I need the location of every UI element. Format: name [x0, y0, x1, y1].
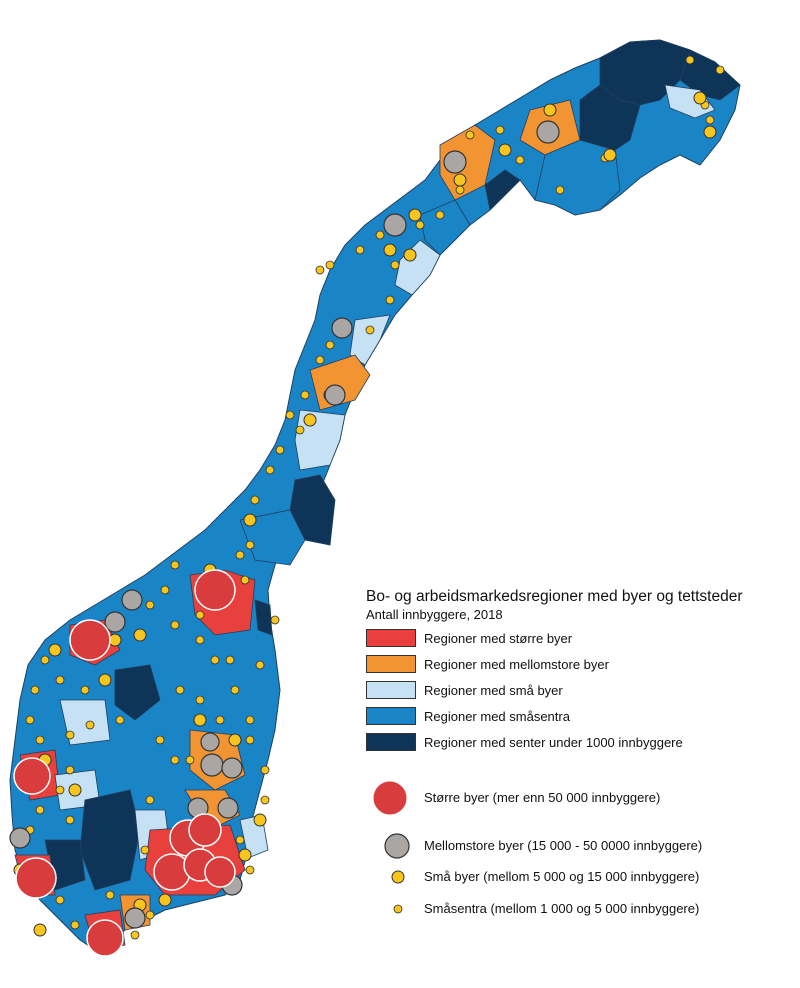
- medium-city-dots: [9, 120, 560, 929]
- legend-row-tiny-regions: Regioner med senter under 1000 innbygger…: [366, 732, 683, 752]
- legend-small-center-icon: [393, 904, 403, 914]
- legend-swatch: [366, 655, 416, 673]
- legend-small-city-label: Små byer (mellom 5 000 og 15 000 innbygg…: [424, 869, 700, 884]
- legend-swatch: [366, 733, 416, 751]
- legend-small-city-icon: [391, 870, 405, 884]
- legend-title: Bo- og arbeidsmarkedsregioner med byer o…: [366, 588, 743, 605]
- legend-swatch: [366, 707, 416, 725]
- legend-subtitle: Antall innbyggere, 2018: [366, 607, 503, 622]
- legend-large-city-label: Større byer (mer enn 50 000 innbyggere): [424, 790, 661, 805]
- legend-medium-city-icon: [384, 833, 410, 859]
- legend-swatch: [366, 681, 416, 699]
- small-center-dots: [25, 55, 725, 940]
- legend-large-city-icon: [373, 781, 407, 815]
- legend-label: Regioner med småsentra: [424, 708, 570, 724]
- legend-label: Regioner med senter under 1000 innbygger…: [424, 734, 683, 750]
- legend-swatch: [366, 629, 416, 647]
- legend-row-small-regions: Regioner med små byer: [366, 680, 563, 700]
- legend-label: Regioner med små byer: [424, 682, 563, 698]
- norway-outline: [9, 39, 741, 951]
- legend-row-smallcenter-regions: Regioner med småsentra: [366, 706, 570, 726]
- legend-row-large-regions: Regioner med større byer: [366, 628, 572, 648]
- large-city-dots: [13, 569, 236, 957]
- legend-medium-city-label: Mellomstore byer (15 000 - 50 0000 innby…: [424, 838, 703, 853]
- legend-label: Regioner med mellomstore byer: [424, 656, 609, 672]
- legend-row-medium-regions: Regioner med mellomstore byer: [366, 654, 609, 674]
- legend-label: Regioner med større byer: [424, 630, 573, 646]
- legend-small-center-label: Småsentra (mellom 1 000 og 5 000 innbygg…: [424, 901, 700, 916]
